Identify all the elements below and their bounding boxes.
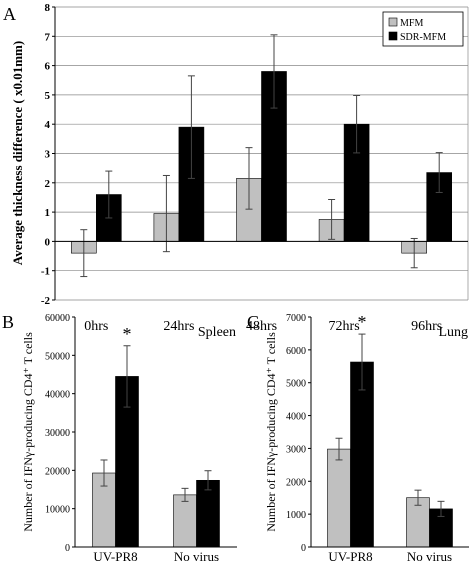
- bars-c: *: [327, 312, 453, 548]
- y-tick-label: 8: [45, 2, 51, 14]
- significance-star: *: [123, 324, 132, 344]
- bars-b: *: [92, 324, 220, 548]
- y-tick-label: 5000: [286, 379, 306, 390]
- y-tick-label: 50000: [45, 351, 70, 362]
- y-tick-label: 1: [45, 207, 51, 219]
- y-tick-label: 2000: [286, 477, 306, 488]
- y-tick-label: -2: [41, 295, 51, 307]
- y-tick-label: 20000: [45, 466, 70, 477]
- axes-a: [52, 6, 468, 301]
- y-axis-label-b: Number of IFNγ-producing CD4⁺ T cells: [21, 332, 35, 532]
- y-tick-label: -1: [41, 266, 50, 278]
- y-tick-label: 4000: [286, 412, 306, 423]
- tick-labels-c: 0 1000 2000 3000 4000 5000 6000 7000 UV-PR8 No vi…: [286, 313, 452, 564]
- panel-letter-c: C: [247, 312, 259, 332]
- legend-label: SDR-MFM: [400, 32, 446, 43]
- legend-label: MFM: [400, 18, 423, 29]
- legend-a: MFM SDR-MFM: [382, 11, 464, 47]
- y-axis-label-a: Average thickness difference ( x0.01mm): [10, 41, 25, 265]
- panel-letter-b: B: [2, 312, 14, 332]
- x-category-label: 96hrs: [411, 319, 442, 334]
- y-tick-label: 5: [45, 90, 51, 102]
- x-category-label: UV-PR8: [328, 549, 372, 564]
- x-category-label: 48hrs: [246, 319, 277, 334]
- bar-sdr-mfm: [178, 126, 205, 242]
- y-tick-label: 10000: [45, 505, 70, 516]
- y-tick-label: 30000: [45, 428, 70, 439]
- bar-mfm: [327, 448, 351, 548]
- x-category-label: 24hrs: [163, 319, 194, 334]
- y-tick-label: 0: [65, 543, 70, 554]
- y-tick-label: 6: [45, 61, 51, 73]
- chart-c: * 0 1000 2000 3000 4000 5000 6000 7000 UV-PR8 No …: [264, 312, 469, 564]
- x-category-label: No virus: [174, 549, 219, 564]
- y-tick-label: 4: [45, 119, 51, 131]
- y-axis-label-c: Number of IFNγ-producing CD4⁺ T cells: [264, 332, 278, 532]
- x-category-label: 72hrs: [329, 319, 360, 334]
- x-category-label: 0hrs: [84, 319, 108, 334]
- chart-b: * 0 10000 20000 30000 40000 50000 60000 UV-PR8 N…: [21, 313, 237, 564]
- y-tick-label: 60000: [45, 313, 70, 324]
- y-tick-label: 0: [45, 236, 51, 248]
- tick-labels-a: -2 -1 0 1 2 3 4 5 6 7 8 0hrs 24hrs 48hrs 72hrs 96hrs: [41, 2, 442, 334]
- significance-star: *: [358, 312, 367, 332]
- axes-b: [72, 316, 237, 548]
- y-tick-label: 2: [45, 178, 51, 190]
- tick-labels-b: 0 10000 20000 30000 40000 50000 60000 UV-PR8 No …: [45, 313, 219, 564]
- y-tick-label: 1000: [286, 510, 306, 521]
- y-tick-label: 6000: [286, 346, 306, 357]
- annotation-spleen: Spleen: [198, 325, 236, 340]
- x-category-label: UV-PR8: [93, 549, 137, 564]
- y-tick-label: 3: [45, 149, 51, 161]
- legend-swatch-mfm: [388, 17, 398, 27]
- bar-mfm: [173, 494, 197, 548]
- x-category-label: No virus: [407, 549, 452, 564]
- panel-letter-a: A: [3, 4, 16, 24]
- legend-box: [382, 11, 464, 47]
- bar-sdr-mfm: [343, 123, 370, 242]
- y-tick-label: 7000: [286, 313, 306, 324]
- chart-a: -2 -1 0 1 2 3 4 5 6 7 8 0hrs 24hrs 48hrs 72hrs 96hrs MF…: [10, 2, 469, 334]
- legend-swatch-sdr-mfm: [388, 31, 398, 41]
- y-tick-label: 40000: [45, 390, 70, 401]
- axes-c: [308, 316, 469, 548]
- y-tick-label: 7: [45, 31, 51, 43]
- y-tick-label: 3000: [286, 444, 306, 455]
- y-tick-label: 0: [301, 543, 306, 554]
- annotation-lung: Lung: [438, 325, 468, 340]
- bars-a: [71, 34, 453, 278]
